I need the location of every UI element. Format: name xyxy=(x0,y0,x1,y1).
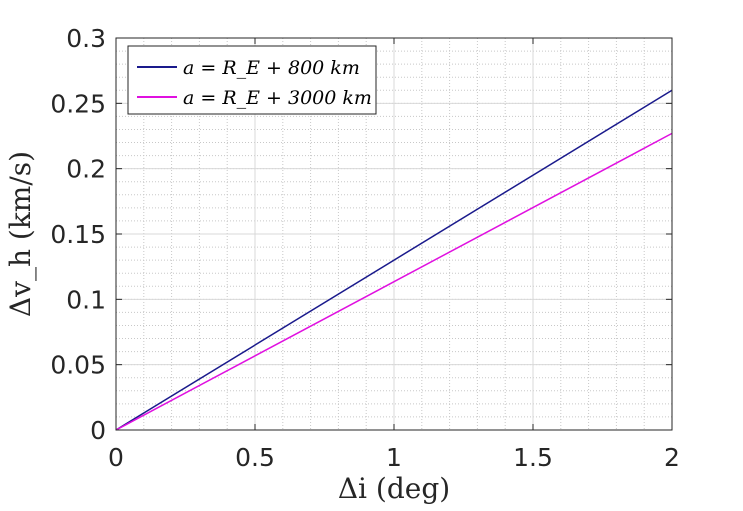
y-tick-label: 0.25 xyxy=(50,89,106,118)
legend-label-1: a = R_E + 3000 km xyxy=(183,87,372,109)
legend-box xyxy=(127,45,377,115)
y-tick-label: 0.3 xyxy=(66,24,106,53)
y-tick-label: 0.1 xyxy=(66,285,106,314)
x-tick-label: 0 xyxy=(108,443,124,472)
x-axis-title: Δi (deg) xyxy=(338,472,450,505)
legend-label-0: a = R_E + 800 km xyxy=(183,57,360,79)
y-tick-labels: 0 0.05 0.1 0.15 0.2 0.25 0.3 xyxy=(50,24,106,445)
y-axis-title: Δv_h (km/s) xyxy=(4,151,37,317)
x-tick-label: 2 xyxy=(664,443,680,472)
x-tick-label: 1.5 xyxy=(513,443,553,472)
x-tick-label: 1 xyxy=(386,443,402,472)
series-lines xyxy=(115,89,673,431)
x-tick-label: 0.5 xyxy=(235,443,275,472)
y-tick-label: 0.05 xyxy=(50,351,106,380)
y-tick-label: 0.2 xyxy=(66,155,106,184)
legend: a = R_E + 800 km a = R_E + 3000 km xyxy=(127,45,377,115)
series-line-1 xyxy=(115,132,673,431)
axis-ticks xyxy=(115,37,673,431)
x-tick-labels: 0 0.5 1 1.5 2 xyxy=(108,443,680,472)
y-tick-label: 0.15 xyxy=(50,220,106,249)
series-line-0 xyxy=(115,89,673,431)
y-tick-label: 0 xyxy=(90,416,106,445)
